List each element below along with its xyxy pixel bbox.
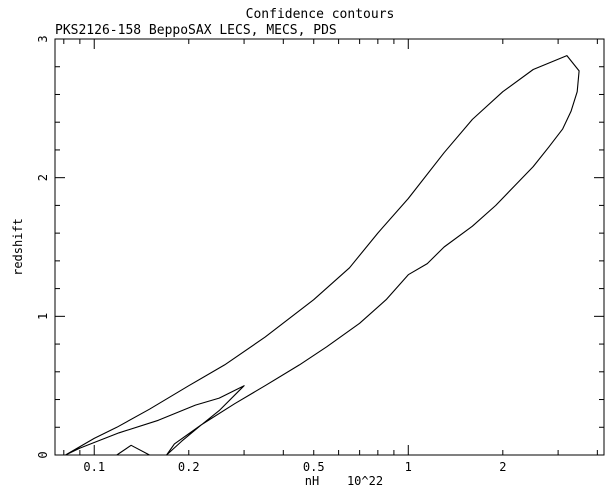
- chart-subtitle: PKS2126-158 BeppoSAX LECS, MECS, PDS: [55, 23, 337, 38]
- x-axis-label: nH: [305, 474, 319, 488]
- plot-frame: [54, 38, 605, 456]
- y-tick-label: 1: [36, 313, 50, 320]
- x-tick-label: 0.2: [178, 460, 200, 474]
- y-tick-label: 3: [36, 35, 50, 42]
- x-tick-label: 0.5: [303, 460, 325, 474]
- y-axis-label: redshift: [11, 218, 25, 276]
- x-axis-unit: 10^22: [347, 474, 383, 488]
- x-tick-label: 1: [405, 460, 412, 474]
- chart-title: Confidence contours: [246, 7, 395, 22]
- contour-lines: [65, 55, 580, 456]
- contour-line-1: [65, 55, 580, 456]
- x-tick-label: 2: [499, 460, 506, 474]
- y-tick-label: 2: [36, 174, 50, 181]
- contour-line-2: [116, 444, 150, 456]
- x-axis-ticks: 0.1 0.2 0.5 1 2: [63, 39, 598, 474]
- y-axis-ticks: 0 1 2 3: [36, 35, 604, 459]
- x-tick-label: 0.1: [83, 460, 105, 474]
- y-tick-label: 0: [36, 451, 50, 458]
